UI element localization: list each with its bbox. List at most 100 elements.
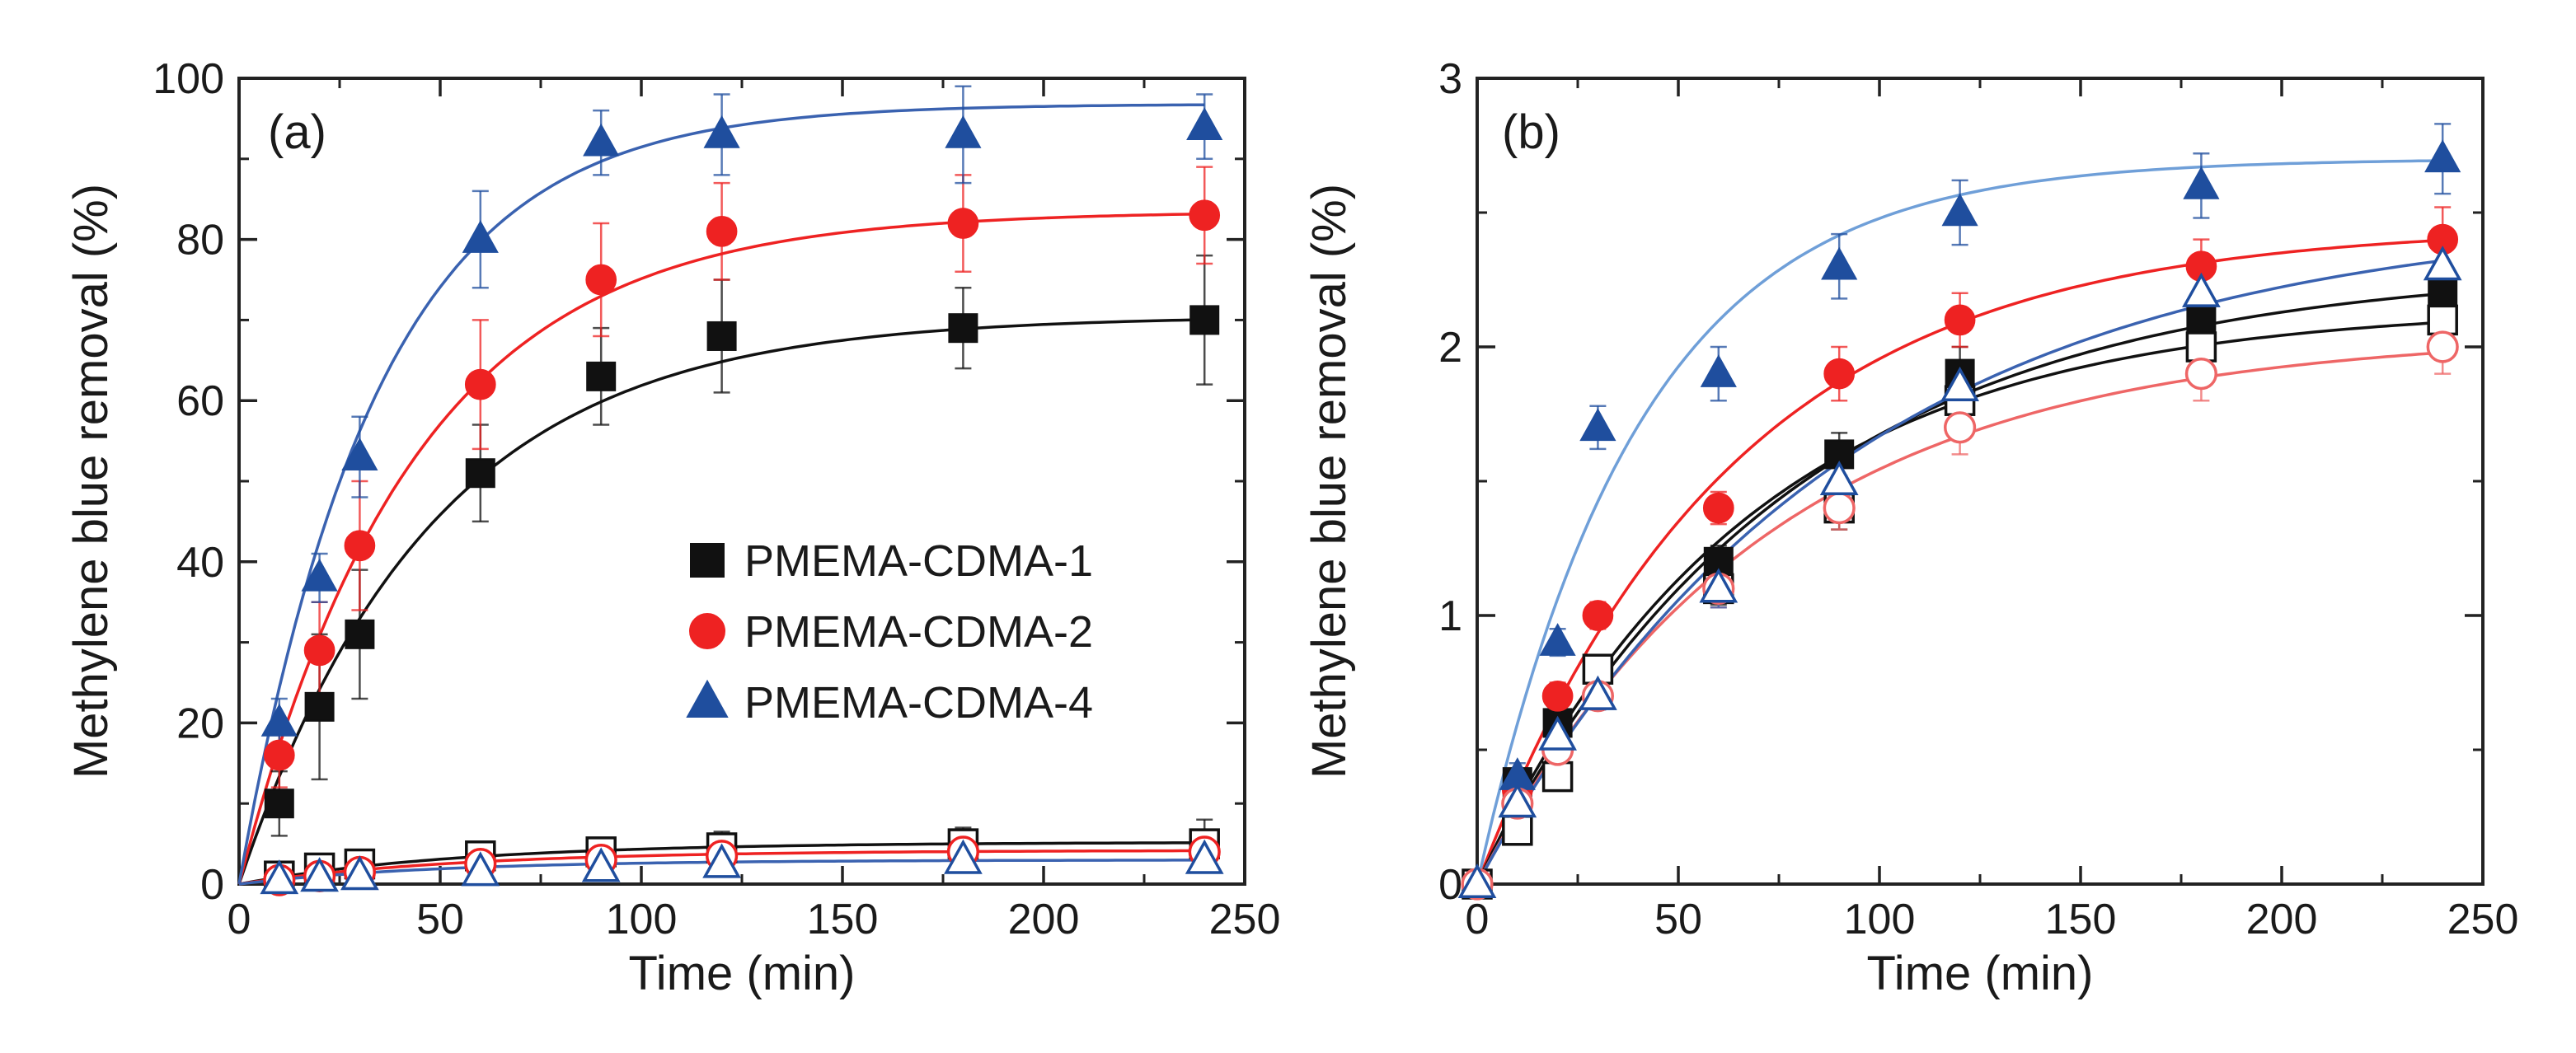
data-point (462, 220, 499, 253)
legend-marker (690, 543, 725, 578)
data-point (2424, 139, 2461, 173)
y-tick-label: 3 (1438, 55, 1462, 103)
x-tick-label: 100 (1844, 896, 1916, 943)
data-point (1944, 304, 1976, 336)
legend-marker (689, 613, 725, 649)
legend-label: PMEMA-CDMA-2 (744, 607, 1093, 657)
data-point (1579, 675, 1617, 710)
x-tick-label: 200 (1008, 896, 1080, 943)
data-point (2186, 305, 2217, 335)
data-point (2184, 358, 2217, 391)
x-axis-title: Time (min) (629, 947, 856, 1000)
data-point (464, 368, 496, 400)
data-point (264, 789, 294, 819)
data-point (2183, 166, 2220, 199)
fit-curve (237, 318, 1205, 885)
x-tick-label: 100 (606, 896, 678, 943)
data-point (1700, 354, 1737, 387)
data-point (1823, 358, 1856, 390)
data-point (1502, 815, 1533, 846)
data-point (461, 851, 500, 887)
panel-label: (a) (268, 105, 326, 159)
data-point (1541, 680, 1574, 712)
legend-label: PMEMA-CDMA-1 (744, 536, 1093, 586)
data-point (263, 739, 295, 771)
data-point (1457, 863, 1497, 899)
data-point (340, 855, 379, 891)
y-axis-title: Methylene blue removal (%) (1302, 184, 1356, 779)
data-point (2427, 304, 2458, 336)
data-point (581, 847, 621, 882)
data-point (300, 857, 339, 892)
x-tick-label: 50 (1654, 896, 1702, 943)
data-point (703, 115, 740, 148)
data-point (1539, 623, 1576, 656)
data-point (344, 530, 376, 562)
data-point (304, 691, 335, 722)
data-point (2426, 330, 2459, 363)
legend-marker (686, 679, 729, 718)
data-point (1189, 305, 1220, 335)
data-point (1185, 839, 1224, 874)
x-tick-label: 250 (2447, 896, 2519, 943)
data-point (1541, 760, 1574, 793)
data-point (2185, 331, 2217, 363)
y-tick-label: 100 (152, 55, 224, 103)
y-axis-title: Methylene blue removal (%) (64, 184, 118, 779)
data-point (1941, 193, 1978, 227)
data-point (260, 859, 299, 895)
data-point (1538, 715, 1577, 751)
data-point (1819, 460, 1859, 496)
data-point (947, 208, 979, 239)
data-point (341, 438, 378, 470)
x-tick-label: 150 (807, 896, 879, 943)
y-tick-label: 40 (176, 539, 224, 587)
y-tick-label: 20 (176, 700, 224, 747)
data-point (1821, 246, 1858, 280)
data-point (1186, 107, 1223, 140)
legend-label: PMEMA-CDMA-4 (744, 678, 1093, 728)
x-tick-label: 0 (228, 896, 251, 943)
data-point (1498, 783, 1537, 818)
x-tick-label: 0 (1466, 896, 1490, 943)
x-tick-label: 150 (2045, 896, 2117, 943)
data-point (1944, 411, 1977, 444)
data-point (702, 843, 741, 878)
data-point (345, 619, 375, 649)
data-point (1579, 408, 1616, 442)
data-point (945, 115, 982, 148)
x-tick-label: 200 (2246, 896, 2318, 943)
data-point (303, 634, 335, 667)
y-tick-label: 0 (200, 861, 224, 909)
panel-label: (b) (1502, 105, 1560, 159)
data-point (1582, 600, 1614, 631)
plot-frame (237, 77, 1246, 886)
data-point (1702, 492, 1734, 524)
data-point (585, 264, 617, 296)
data-point (948, 313, 978, 344)
data-point (706, 215, 738, 247)
data-point (1189, 199, 1221, 232)
fit-curve (1476, 159, 2443, 885)
data-point (1823, 492, 1856, 525)
data-point (465, 458, 495, 489)
data-point (586, 361, 617, 391)
data-point (2182, 272, 2221, 307)
x-tick-label: 250 (1209, 896, 1281, 943)
data-point (944, 839, 983, 874)
data-point (301, 558, 338, 592)
x-axis-title: Time (min) (1867, 947, 2094, 1000)
data-point (2428, 278, 2458, 308)
y-tick-label: 2 (1438, 324, 1462, 372)
y-tick-label: 1 (1438, 592, 1462, 640)
y-tick-label: 0 (1438, 861, 1462, 909)
data-point (583, 123, 620, 157)
data-point (260, 703, 298, 737)
y-tick-label: 60 (176, 377, 224, 425)
data-point (706, 321, 737, 351)
y-tick-label: 80 (176, 217, 224, 264)
plot-frame (1476, 77, 2485, 886)
